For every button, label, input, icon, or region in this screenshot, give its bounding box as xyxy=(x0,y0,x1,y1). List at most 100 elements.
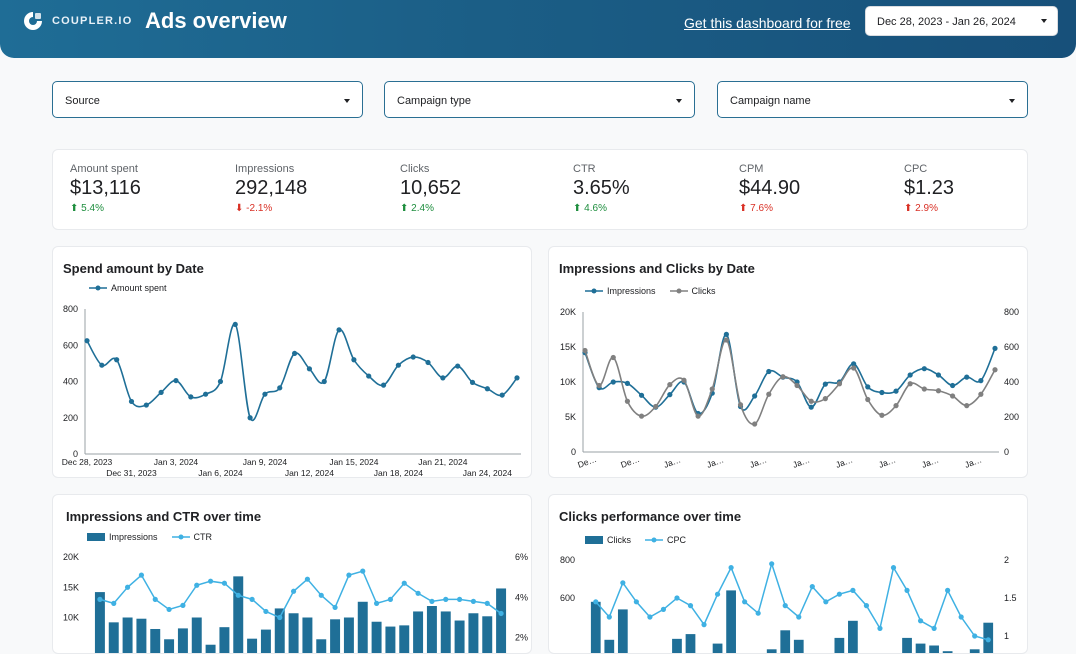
series-line-ctr xyxy=(100,571,501,617)
kpi-value: $44.90 xyxy=(739,177,800,200)
kpi-label: Impressions xyxy=(235,163,307,175)
data-point xyxy=(514,375,519,380)
kpi-delta: ⬆ 7.6% xyxy=(739,203,800,214)
x-tick-label: Jan 21, 2024 xyxy=(418,457,467,467)
data-point xyxy=(485,386,490,391)
data-point xyxy=(236,593,241,598)
x-tick-label: Jan 9, 2024 xyxy=(243,457,288,467)
x-tick-label: Jan 18, 2024 xyxy=(374,468,423,478)
kpi-label: CTR xyxy=(573,163,630,175)
data-point xyxy=(674,595,679,600)
data-point xyxy=(233,322,238,327)
arrow-down-icon: ⬇ xyxy=(235,203,243,214)
data-point xyxy=(634,599,639,604)
y-tick-label: 800 xyxy=(63,304,78,314)
y-tick-label-left: 0 xyxy=(571,447,576,457)
campaign-type-filter[interactable]: Campaign type xyxy=(384,81,695,118)
x-tick-label: Ja… xyxy=(748,455,768,470)
logo[interactable]: COUPLER.IO xyxy=(22,10,132,32)
data-point xyxy=(936,388,941,393)
data-point xyxy=(582,348,587,353)
date-range-picker[interactable]: Dec 28, 2023 - Jan 26, 2024 xyxy=(865,6,1058,36)
source-filter[interactable]: Source xyxy=(52,81,363,118)
y-tick-label-left: 5K xyxy=(565,412,576,422)
data-point xyxy=(111,601,116,606)
data-point xyxy=(766,392,771,397)
bar xyxy=(109,622,119,654)
data-point xyxy=(992,346,997,351)
get-dashboard-link[interactable]: Get this dashboard for free xyxy=(684,15,851,31)
bar xyxy=(261,630,271,654)
series-line-clicks xyxy=(585,340,995,424)
y-tick-label-right: 400 xyxy=(1004,377,1019,387)
data-point xyxy=(188,394,193,399)
chevron-down-icon xyxy=(676,99,682,103)
data-point xyxy=(752,393,757,398)
y-tick-label-left: 10K xyxy=(560,377,576,387)
coupler-logo-icon xyxy=(22,10,44,32)
data-point xyxy=(607,614,612,619)
y-tick-label-left: 15K xyxy=(560,342,576,352)
kpi-cpm: CPM $44.90 ⬆ 7.6% xyxy=(739,163,800,214)
series-line-cpc xyxy=(596,564,988,640)
arrow-up-icon: ⬆ xyxy=(739,203,747,214)
y-tick-label-left: 15K xyxy=(63,582,79,592)
bar xyxy=(916,644,926,654)
kpi-value: 292,148 xyxy=(235,177,307,200)
data-point xyxy=(877,626,882,631)
arrow-up-icon: ⬆ xyxy=(400,203,408,214)
logo-text: COUPLER.IO xyxy=(52,15,132,27)
data-point xyxy=(84,338,89,343)
data-point xyxy=(319,593,324,598)
data-point xyxy=(653,404,658,409)
kpi-amount-spent: Amount spent $13,116 ⬆ 5.4% xyxy=(70,163,141,214)
data-point xyxy=(620,580,625,585)
data-point xyxy=(99,363,104,368)
bar xyxy=(834,638,844,654)
data-point xyxy=(263,609,268,614)
data-point xyxy=(796,614,801,619)
bar xyxy=(219,627,229,654)
bar xyxy=(726,590,736,654)
bar xyxy=(455,621,465,654)
x-tick-label: De… xyxy=(619,454,641,470)
data-point xyxy=(729,565,734,570)
data-point xyxy=(402,581,407,586)
data-point xyxy=(964,403,969,408)
data-point xyxy=(346,573,351,578)
data-point xyxy=(945,588,950,593)
data-point xyxy=(724,337,729,342)
x-tick-label: Jan 24, 2024 xyxy=(463,468,512,478)
campaign-name-filter-label: Campaign name xyxy=(730,95,811,107)
data-point xyxy=(752,421,757,426)
y-tick-label-right: 600 xyxy=(1004,342,1019,352)
y-tick-label: 600 xyxy=(63,340,78,350)
bar xyxy=(482,616,492,654)
y-tick-label-left: 20K xyxy=(63,552,79,562)
data-point xyxy=(153,597,158,602)
campaign-name-filter[interactable]: Campaign name xyxy=(717,81,1028,118)
data-point xyxy=(249,597,254,602)
data-point xyxy=(114,357,119,362)
data-point xyxy=(809,405,814,410)
x-tick-label: Dec 31, 2023 xyxy=(106,468,157,478)
impressions-clicks-line-chart[interactable]: 05K10K15K20K0200400600800De…De…Ja…Ja…Ja…… xyxy=(549,247,1028,478)
data-point xyxy=(701,622,706,627)
y-tick-label-right: 6% xyxy=(515,552,528,562)
campaign-type-filter-label: Campaign type xyxy=(397,95,471,107)
data-point xyxy=(950,393,955,398)
kpi-value: $1.23 xyxy=(904,177,954,200)
data-point xyxy=(950,383,955,388)
data-point xyxy=(248,415,253,420)
x-tick-label: Jan 15, 2024 xyxy=(329,457,378,467)
arrow-up-icon: ⬆ xyxy=(573,203,581,214)
data-point xyxy=(425,360,430,365)
chevron-down-icon xyxy=(1041,19,1047,23)
data-point xyxy=(625,399,630,404)
bar xyxy=(399,625,409,654)
bar xyxy=(330,619,340,654)
y-tick-label-right: 1.5 xyxy=(1004,593,1017,603)
